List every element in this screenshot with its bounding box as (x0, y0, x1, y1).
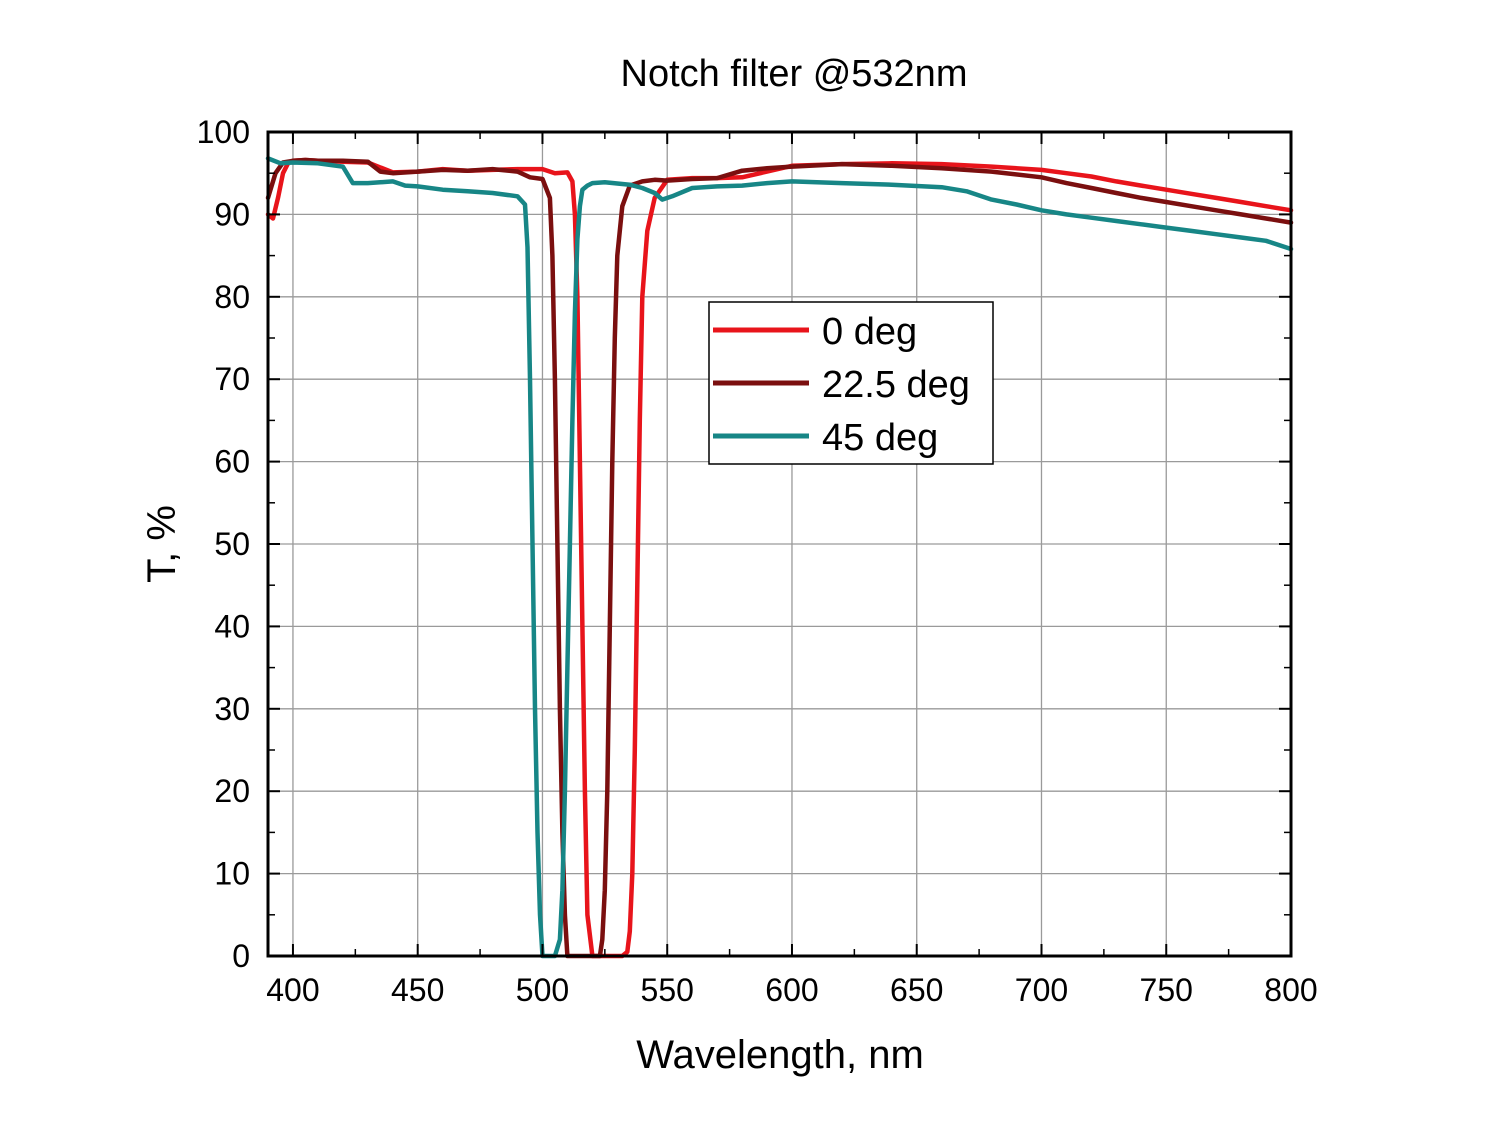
y-tick-label: 10 (214, 856, 250, 892)
legend-label: 45 deg (822, 417, 938, 459)
y-tick-label: 80 (214, 279, 250, 315)
grid-layer (268, 132, 1291, 956)
series-line-1 (265, 157, 1294, 959)
x-tick-label: 400 (266, 972, 319, 1008)
y-tick-label: 100 (197, 114, 250, 150)
series-layer (265, 156, 1294, 959)
y-tick-label: 50 (214, 526, 250, 562)
tick-layer: 400 450 500 550 600 650 700 750 800 0 10 20 30 40 50 60… (197, 114, 1318, 1008)
y-axis-label: T, % (140, 505, 184, 583)
x-tick-label: 600 (765, 972, 818, 1008)
series-line-2 (265, 156, 1294, 959)
y-tick-label: 60 (214, 444, 250, 480)
y-tick-label: 40 (214, 608, 250, 644)
y-tick-label: 0 (232, 938, 250, 974)
y-tick-label: 30 (214, 691, 250, 727)
x-tick-label: 550 (641, 972, 694, 1008)
series-line-0 (265, 157, 1294, 959)
x-tick-label: 650 (890, 972, 943, 1008)
x-tick-label: 450 (391, 972, 444, 1008)
x-tick-label: 700 (1015, 972, 1068, 1008)
y-tick-label: 20 (214, 773, 250, 809)
legend: 0 deg 22.5 deg 45 deg (708, 301, 994, 465)
x-tick-label: 750 (1140, 972, 1193, 1008)
legend-label: 0 deg (822, 311, 917, 353)
x-axis-label: Wavelength, nm (636, 1033, 924, 1077)
chart-title: Notch filter @532nm (621, 53, 968, 95)
x-tick-label: 800 (1264, 972, 1317, 1008)
y-tick-label: 90 (214, 196, 250, 232)
x-tick-label: 500 (516, 972, 569, 1008)
legend-label: 22.5 deg (822, 364, 970, 406)
y-tick-label: 70 (214, 361, 250, 397)
